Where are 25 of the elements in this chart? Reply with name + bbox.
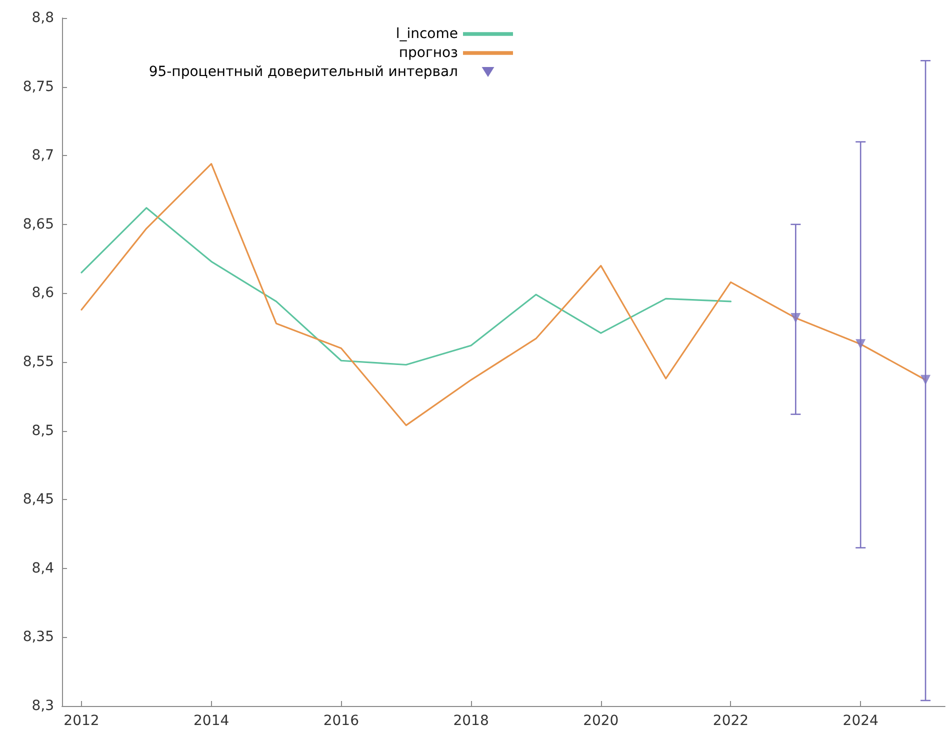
line-series [80,207,732,366]
y-tick-label: 8,65 [22,216,54,232]
y-tick-label: 8,6 [32,285,54,302]
point [790,312,801,323]
x-tick-label: 2018 [453,713,489,729]
x-tick-label: 2020 [583,713,619,729]
x-tick-label: 2024 [842,713,878,729]
y-tick-label: 8,5 [32,422,54,439]
x-tick-label: 2022 [712,713,749,729]
y-tick-label: 8,35 [22,629,54,646]
point [856,339,866,350]
y-tick-label: 8,7 [32,148,54,164]
x-tick-label: 2014 [194,713,230,729]
y-tick-label: 8,45 [22,492,54,508]
legend-label: прогноз [398,45,458,61]
y-tick-label: 8,75 [22,78,54,95]
x-tick-label: 2012 [64,713,100,729]
y-tick-label: 8,8 [32,10,54,26]
y-tick-label: 8,55 [22,354,54,370]
y-tick-label: 8,3 [32,698,54,714]
x-tick-label: 2016 [323,713,360,729]
y-tick-label: 8,4 [32,560,54,576]
point [920,374,931,385]
legend-label: 95-процентный доверительный интервал [148,64,458,80]
legend-label: l_income [396,26,458,42]
